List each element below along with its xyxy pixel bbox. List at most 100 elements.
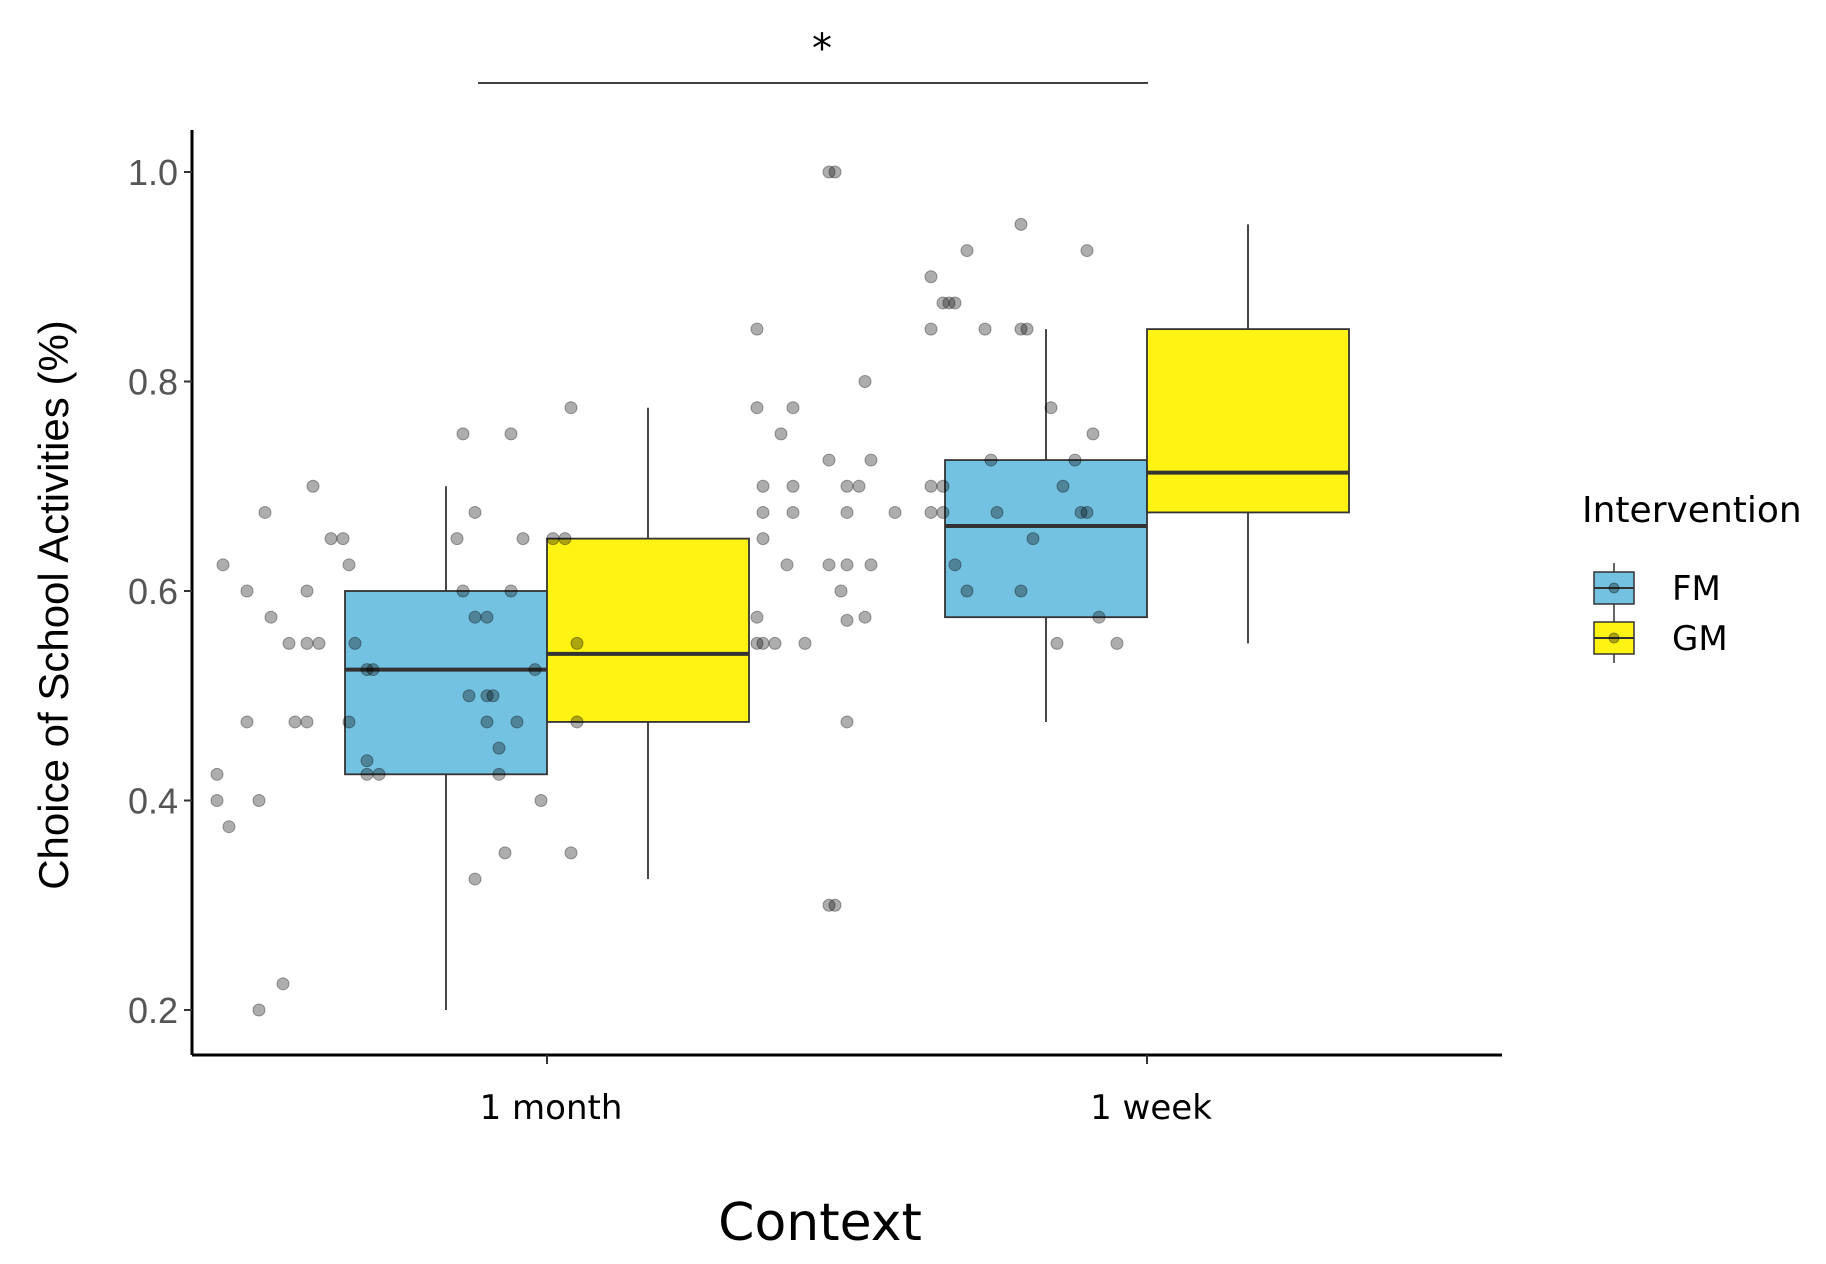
data-point [936,296,950,310]
data-point [450,532,464,546]
data-point [498,846,512,860]
data-point [1026,532,1040,546]
data-point [834,584,848,598]
legend-label: FM [1672,569,1721,609]
data-point [288,715,302,729]
data-point [1074,505,1088,519]
data-point [216,558,230,572]
data-point [486,689,500,703]
data-point [828,165,842,179]
data-point [840,715,854,729]
data-point [264,610,278,624]
data-point [480,610,494,624]
data-point [924,322,938,336]
data-point [510,715,524,729]
data-point [750,401,764,415]
data-point [822,453,836,467]
legend-label: GM [1672,619,1728,659]
data-point [276,977,290,991]
significance-label: * [812,26,832,72]
data-point [546,532,560,546]
data-point [750,322,764,336]
data-point [936,479,950,493]
data-point [756,636,770,650]
data-point [252,1003,266,1017]
data-point [462,689,476,703]
data-point [756,505,770,519]
data-point [786,479,800,493]
data-point [240,715,254,729]
box-fm [344,590,548,776]
data-point [864,558,878,572]
y-tick-label: 0.4 [128,781,178,822]
data-point [960,244,974,258]
data-point [756,479,770,493]
y-tick-label: 0.6 [128,571,178,612]
data-point [828,898,842,912]
box-gm [1146,328,1350,514]
data-point [360,754,374,768]
data-point [984,453,998,467]
data-point [1014,217,1028,231]
data-point [342,558,356,572]
data-point [858,375,872,388]
data-point [822,898,836,912]
data-point [780,558,794,572]
data-point [300,715,314,729]
y-tick-label: 0.2 [128,990,178,1031]
data-point [960,584,974,598]
data-point [528,663,542,677]
data-point [492,741,506,755]
data-point [564,401,578,415]
data-point [852,479,866,493]
data-point [564,846,578,860]
data-point [360,663,374,677]
data-point [468,610,482,624]
data-point [468,872,482,886]
data-point [936,505,950,519]
data-point [774,427,788,441]
data-point [210,767,224,781]
data-point [480,689,494,703]
data-point [1014,322,1028,336]
data-point [786,505,800,519]
data-point [750,636,764,650]
data-point [480,715,494,729]
data-point [282,636,296,650]
data-point [924,479,938,493]
data-point [210,794,224,807]
data-point [948,558,962,572]
data-point [1110,636,1124,650]
data-point [786,401,800,415]
data-point [840,613,854,627]
data-point [990,505,1004,519]
y-tick-label: 1.0 [128,152,178,193]
y-tick-label: 0.8 [128,362,178,403]
data-point [252,794,266,807]
y-axis-title: Choice of School Activities (%) [30,320,77,890]
data-point [1056,479,1070,493]
data-point [840,479,854,493]
data-point [222,820,236,834]
data-point [504,584,518,598]
data-point [1068,453,1082,467]
points-layer [210,165,1124,1017]
data-point [942,296,956,310]
data-point [750,610,764,624]
data-point [1086,427,1100,441]
x-axis-title: Context [718,1193,922,1253]
data-point [324,532,338,546]
box-gm [546,537,750,723]
data-point [534,794,548,807]
legend: Intervention FM GM [1582,490,1802,663]
data-point [768,636,782,650]
data-point [366,663,380,677]
data-point [492,767,506,781]
legend-key-fm: FM [1593,563,1721,613]
data-point [1020,322,1034,336]
data-point [924,270,938,284]
data-point [456,584,470,598]
data-point [306,479,320,493]
box-fm [944,459,1148,619]
data-point [822,558,836,572]
